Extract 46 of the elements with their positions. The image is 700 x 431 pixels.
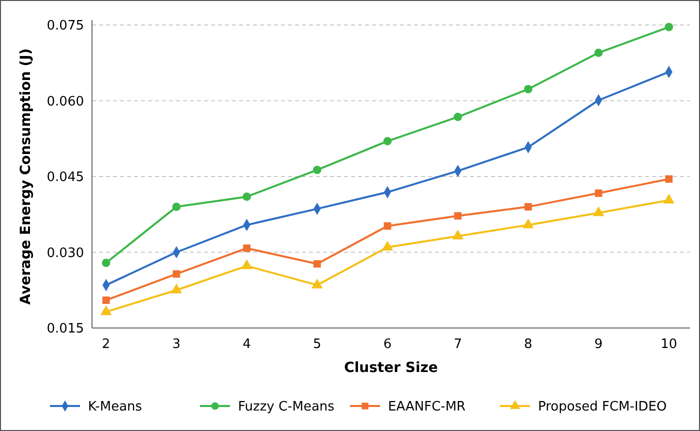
- point: [383, 136, 392, 146]
- point: [664, 22, 674, 32]
- x-tick-label: 10: [660, 337, 678, 352]
- x-tick-label: 3: [172, 337, 181, 352]
- point: [524, 84, 532, 94]
- point: [243, 244, 250, 252]
- x-tick-label: 8: [524, 337, 532, 352]
- point: [522, 218, 534, 228]
- point: [663, 194, 675, 204]
- point: [100, 305, 112, 316]
- y-tick-label: 0.015: [46, 322, 84, 337]
- point: [102, 296, 110, 304]
- legend-label: Proposed FCM-IDEO: [538, 400, 667, 415]
- point: [524, 203, 532, 211]
- point: [311, 278, 323, 288]
- legend-label: EAANFC-MR: [388, 400, 466, 415]
- point: [241, 259, 252, 270]
- legend-label: K-Means: [88, 400, 142, 415]
- point: [312, 166, 322, 174]
- point: [172, 202, 181, 211]
- point: [242, 192, 251, 201]
- legend-label: Fuzzy C-Means: [238, 400, 335, 415]
- point: [102, 258, 110, 268]
- y-tick-label: 0.030: [46, 246, 84, 261]
- x-tick-label: 5: [312, 337, 322, 352]
- x-tick-label: 7: [454, 337, 462, 352]
- point: [172, 270, 180, 278]
- x-tick-label: 2: [102, 337, 110, 352]
- y-tick-label: 0.075: [46, 18, 84, 34]
- point: [594, 48, 603, 57]
- point: [382, 240, 394, 250]
- point: [592, 206, 604, 216]
- point: [665, 175, 673, 183]
- point: [594, 189, 602, 197]
- point: [454, 212, 462, 220]
- x-tick-label: 9: [594, 337, 603, 352]
- x-tick-label: 6: [383, 337, 392, 352]
- y-tick-label: 0.045: [46, 170, 84, 186]
- y-axis-title: Average Energy Consumption (J): [18, 48, 34, 305]
- point: [313, 260, 321, 268]
- x-tick-label: 4: [242, 337, 251, 352]
- x-axis-title: Cluster Size: [344, 360, 438, 376]
- point: [454, 112, 462, 122]
- point: [170, 284, 182, 294]
- point: [452, 230, 464, 240]
- y-tick-label: 0.060: [46, 94, 84, 110]
